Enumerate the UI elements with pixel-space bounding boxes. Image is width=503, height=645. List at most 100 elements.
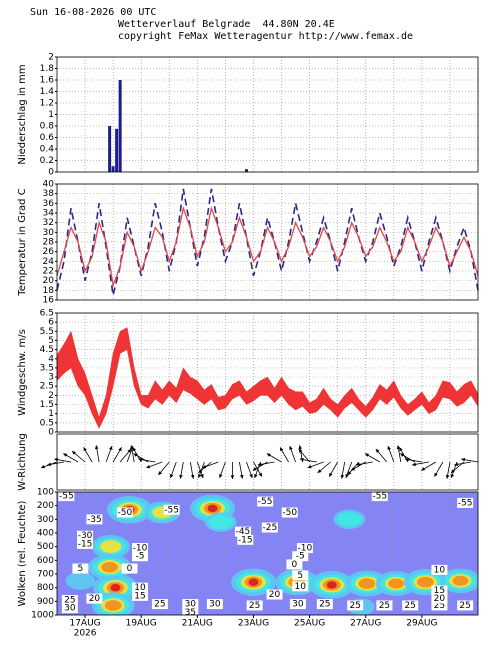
y-tick-label: 800 [37,583,54,593]
label-box [132,582,149,593]
label-box [86,514,103,525]
wind-arrow [63,453,79,463]
x-tick-label: 25AUG [294,619,325,629]
arrow-head [41,464,45,469]
arrow-head [399,447,403,452]
temperature-label: 0 [121,563,138,574]
wind-arrow [266,453,282,463]
arrow-head [109,446,113,450]
arrow-head [169,474,174,478]
wind-arrow [289,445,296,463]
y-tick-label: 30 [43,228,55,238]
y-tick-label: 3 [48,373,54,383]
panel-frame [56,433,479,491]
wind-arrow [105,445,113,463]
wind-arrow [364,453,380,463]
arrow-head [133,453,138,457]
arrow-head [307,464,312,469]
label-box [292,551,309,562]
wind-arrow [355,461,373,467]
temperature-label: 15 [431,585,448,596]
temperature-label-text: 35 [185,608,196,618]
temperature-label-text: -25 [262,523,277,533]
temperature-label: 30 [289,599,306,610]
label-box [116,507,133,518]
label-box [132,590,149,601]
temperature-label: -50 [281,507,298,518]
y-tick-label: 26 [43,247,55,257]
y-tick-label: 32 [43,218,54,228]
y-axis-title: Niederschlag in mm [17,64,28,164]
y-tick-label: 700 [37,570,54,580]
temperature-label-text: 30 [209,600,221,610]
label-box [289,599,306,610]
temperature-label: 35 [182,607,199,618]
temperature-label: 0 [286,559,303,570]
label-box [457,600,474,611]
wind-arrow [345,461,353,479]
y-tick-label: 18 [43,286,55,296]
panel-frame [56,56,479,173]
arrow-head [179,474,183,479]
temperature-label-text: 15 [434,586,445,596]
y-tick-label: 1 [48,409,54,419]
temperature-label: -35 [86,514,103,525]
temperature-label: -30 [77,530,94,541]
humidity-ring [207,504,218,513]
arrow-head [317,469,322,473]
temperature-label: 25 [347,600,364,611]
temperature-label: -5 [292,551,309,562]
label-box [163,504,180,515]
label-box [182,599,199,610]
panel-frame [56,491,479,616]
arrow-head [158,471,163,476]
wind-arrow [119,448,132,463]
humidity-blob [333,509,366,529]
arrow-head [254,474,258,478]
temperature-label-text: 30 [185,600,197,610]
temperature-label: 10 [292,581,309,592]
y-tick-label: 4 [48,354,54,364]
arrow-head [63,453,68,457]
date-text: Sun 16-08-2026 00 UTC [30,7,156,18]
humidity-ring [452,575,469,586]
wind-arrow [420,461,437,471]
y-tick-label: 1.4 [40,87,55,97]
y-tick-label: 34 [43,209,55,219]
temperature-label-text: -10 [298,544,313,554]
label-box [292,570,309,581]
y-tick-label: 0.2 [40,156,54,166]
label-box [457,497,474,508]
arrow-head [356,462,360,467]
arrow-head [94,445,99,450]
y-tick-label: 20 [43,276,55,286]
wind-arrow [219,461,226,479]
arrow-head [412,462,416,467]
label-box [376,600,393,611]
x-tick-label: 19AUG [126,619,157,629]
y-tick-label: 22 [43,267,54,277]
label-box [347,600,364,611]
y-tick-label: 2 [48,53,54,63]
humidity-ring [110,583,121,592]
label-box [261,522,278,533]
label-box [132,543,149,554]
y-tick-label: 16 [43,296,55,306]
arrow-head [266,453,271,457]
label-box [151,599,168,610]
temperature-label: -15 [237,534,254,545]
precipitation-bar [244,169,248,172]
y-tick-label: 1.5 [40,400,54,410]
temperature-label: -50 [116,507,133,518]
arrow-head [298,445,303,450]
wind-arrow [445,461,451,479]
humidity-blob [440,568,478,594]
label-box [182,607,199,615]
arrow-head [450,474,455,478]
temperature-label: 20 [86,593,103,604]
label-box [292,581,309,592]
label-box [266,589,283,600]
label-box [431,593,448,604]
temperature-label-text: 25 [379,601,390,611]
humidity-ring [337,512,362,527]
